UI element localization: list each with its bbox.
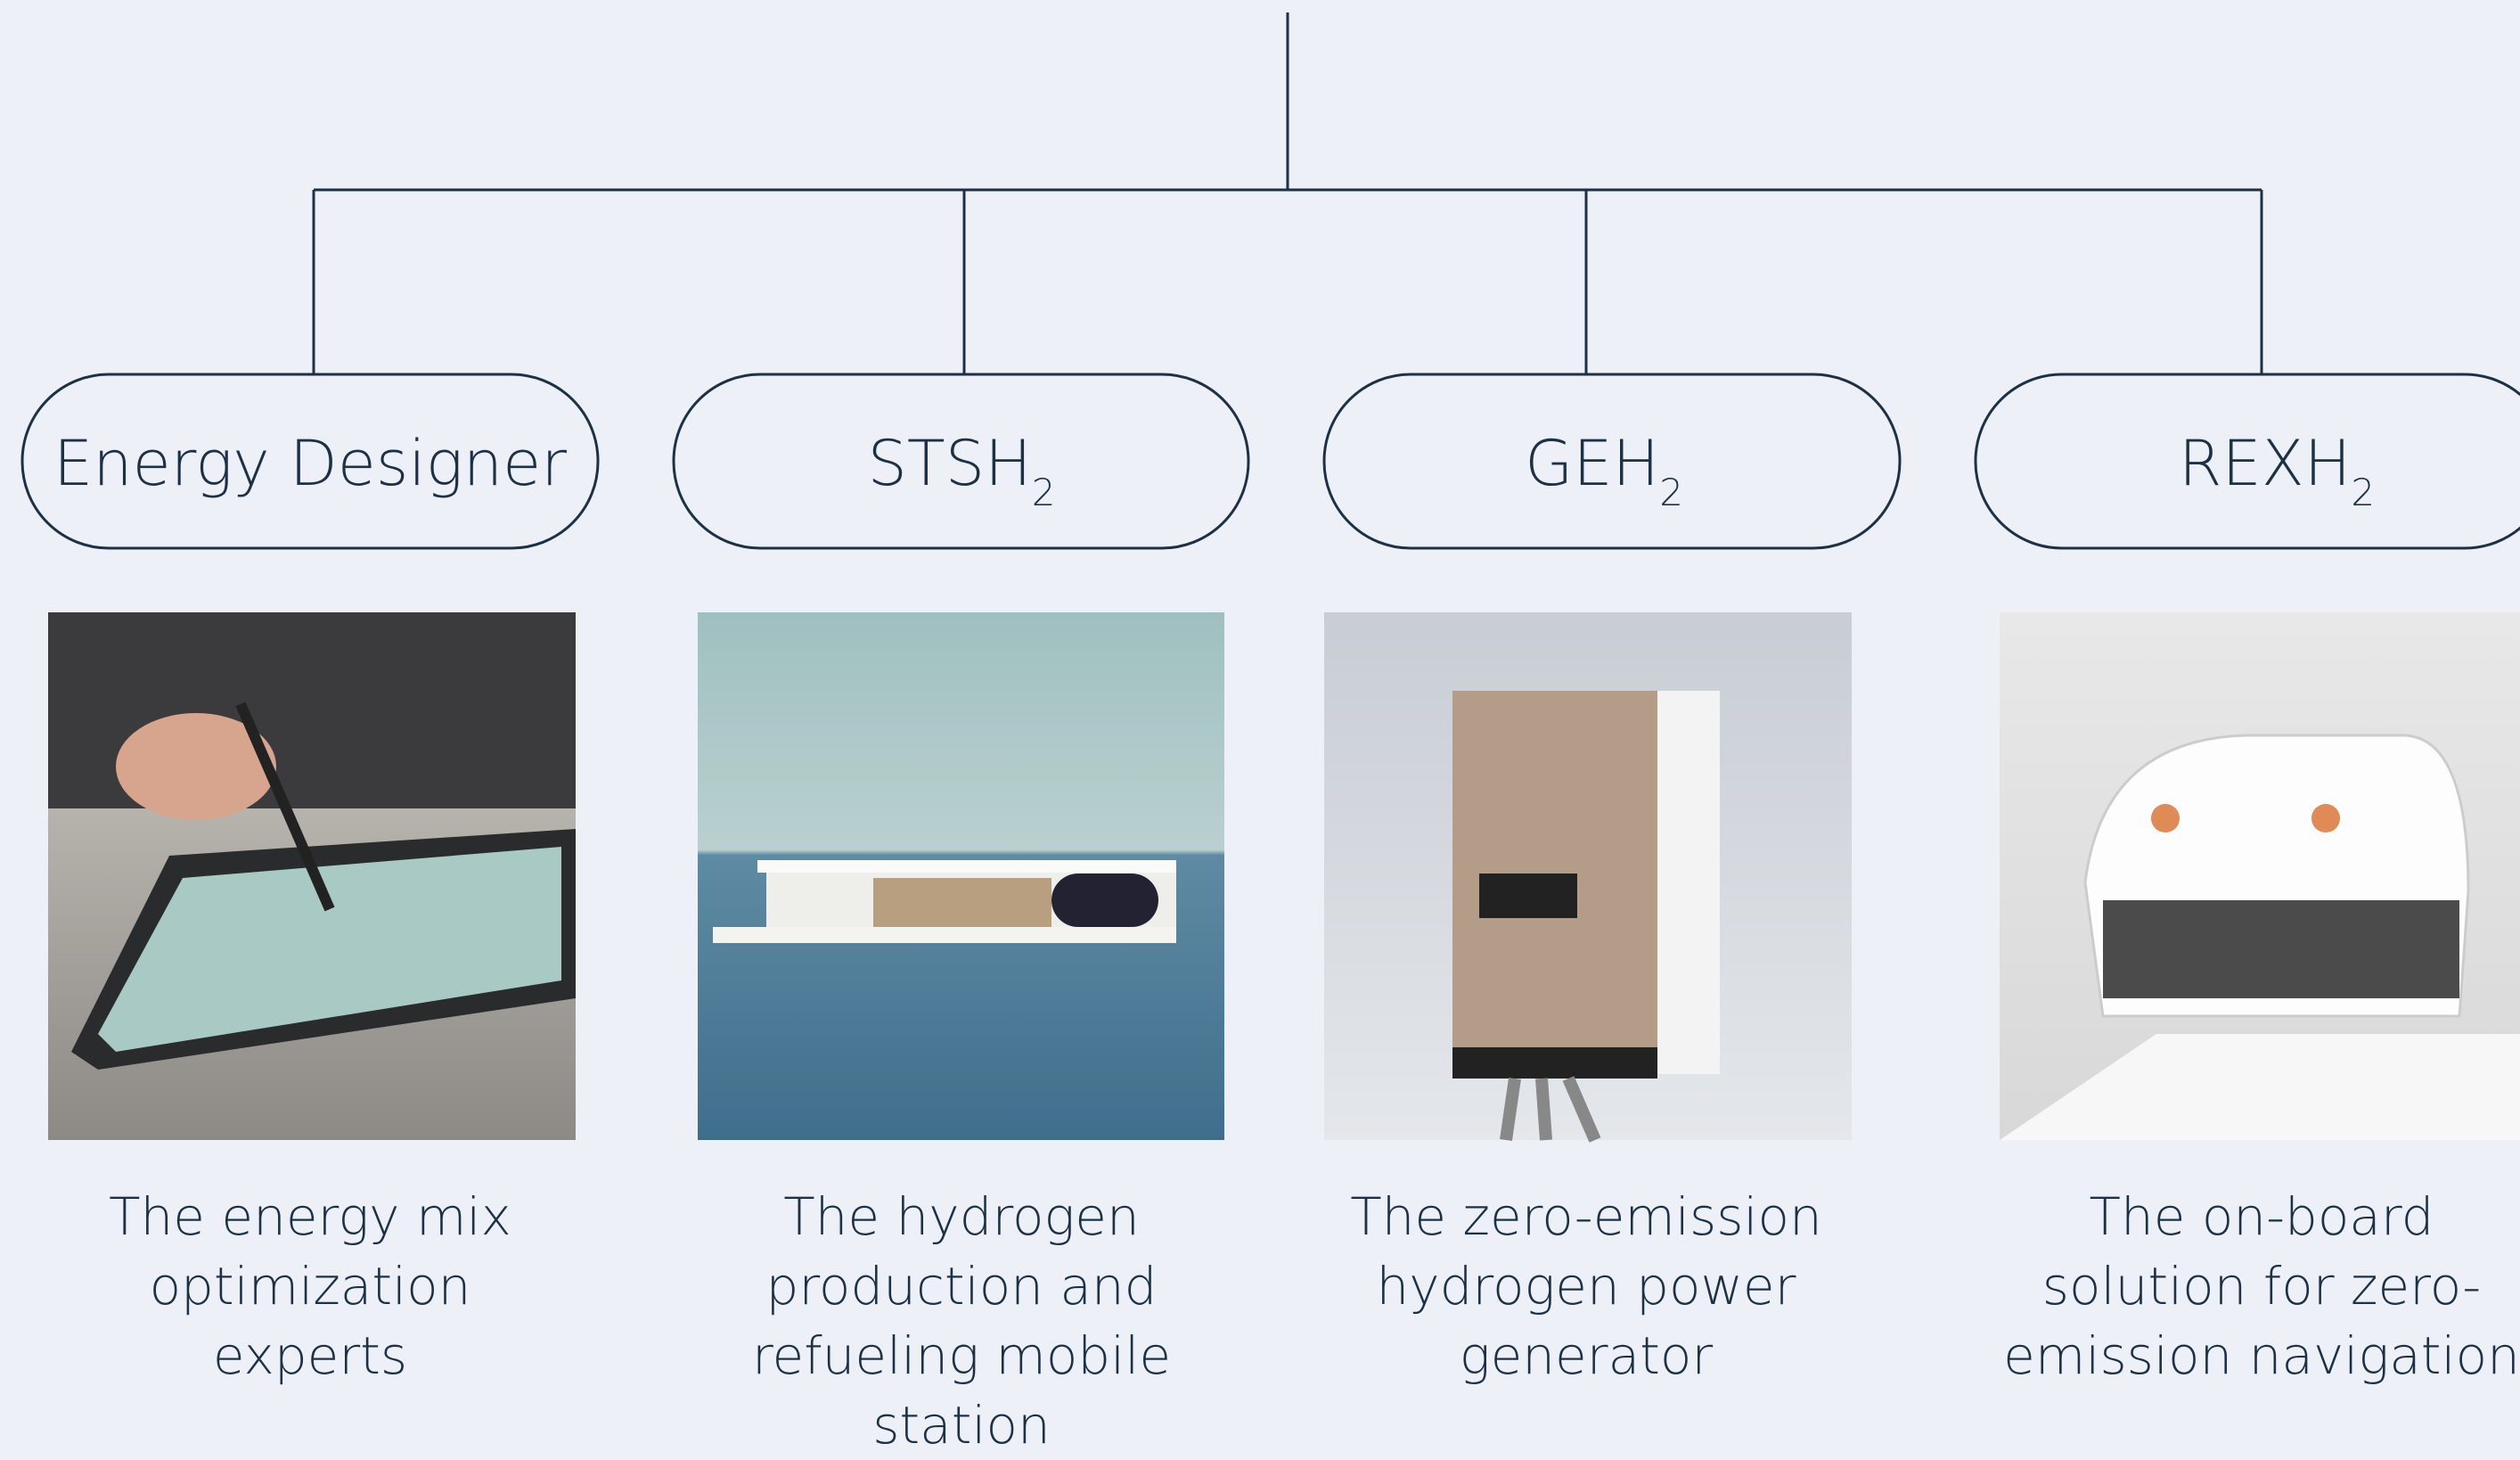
page: Energy Designer STSH2 GEH2 REXH2 The ene… (0, 0, 2520, 1447)
node-description: The hydrogen production and refueling mo… (712, 1182, 1211, 1460)
node-label: GEH2 (1525, 427, 1683, 514)
node-label: STSH2 (868, 427, 1056, 514)
node-description: The on-board solution for zero-emission … (1994, 1182, 2520, 1390)
photo (2000, 612, 2520, 1140)
node-description: The zero-emission hydrogen power generat… (1337, 1182, 1836, 1390)
subscript: 2 (2351, 471, 2375, 514)
node-label: GEH (1525, 427, 1659, 500)
subscript: 2 (1659, 471, 1683, 514)
node-label: REXH2 (2179, 427, 2375, 514)
subscript: 2 (1032, 471, 1056, 514)
photo (1324, 612, 1852, 1140)
node-description: The energy mix optimization experts (78, 1182, 542, 1390)
photo (48, 612, 576, 1140)
node-label: STSH (868, 427, 1032, 500)
node-label: Energy Designer (53, 427, 567, 500)
photo (698, 612, 1224, 1140)
node-label: REXH (2179, 427, 2351, 500)
